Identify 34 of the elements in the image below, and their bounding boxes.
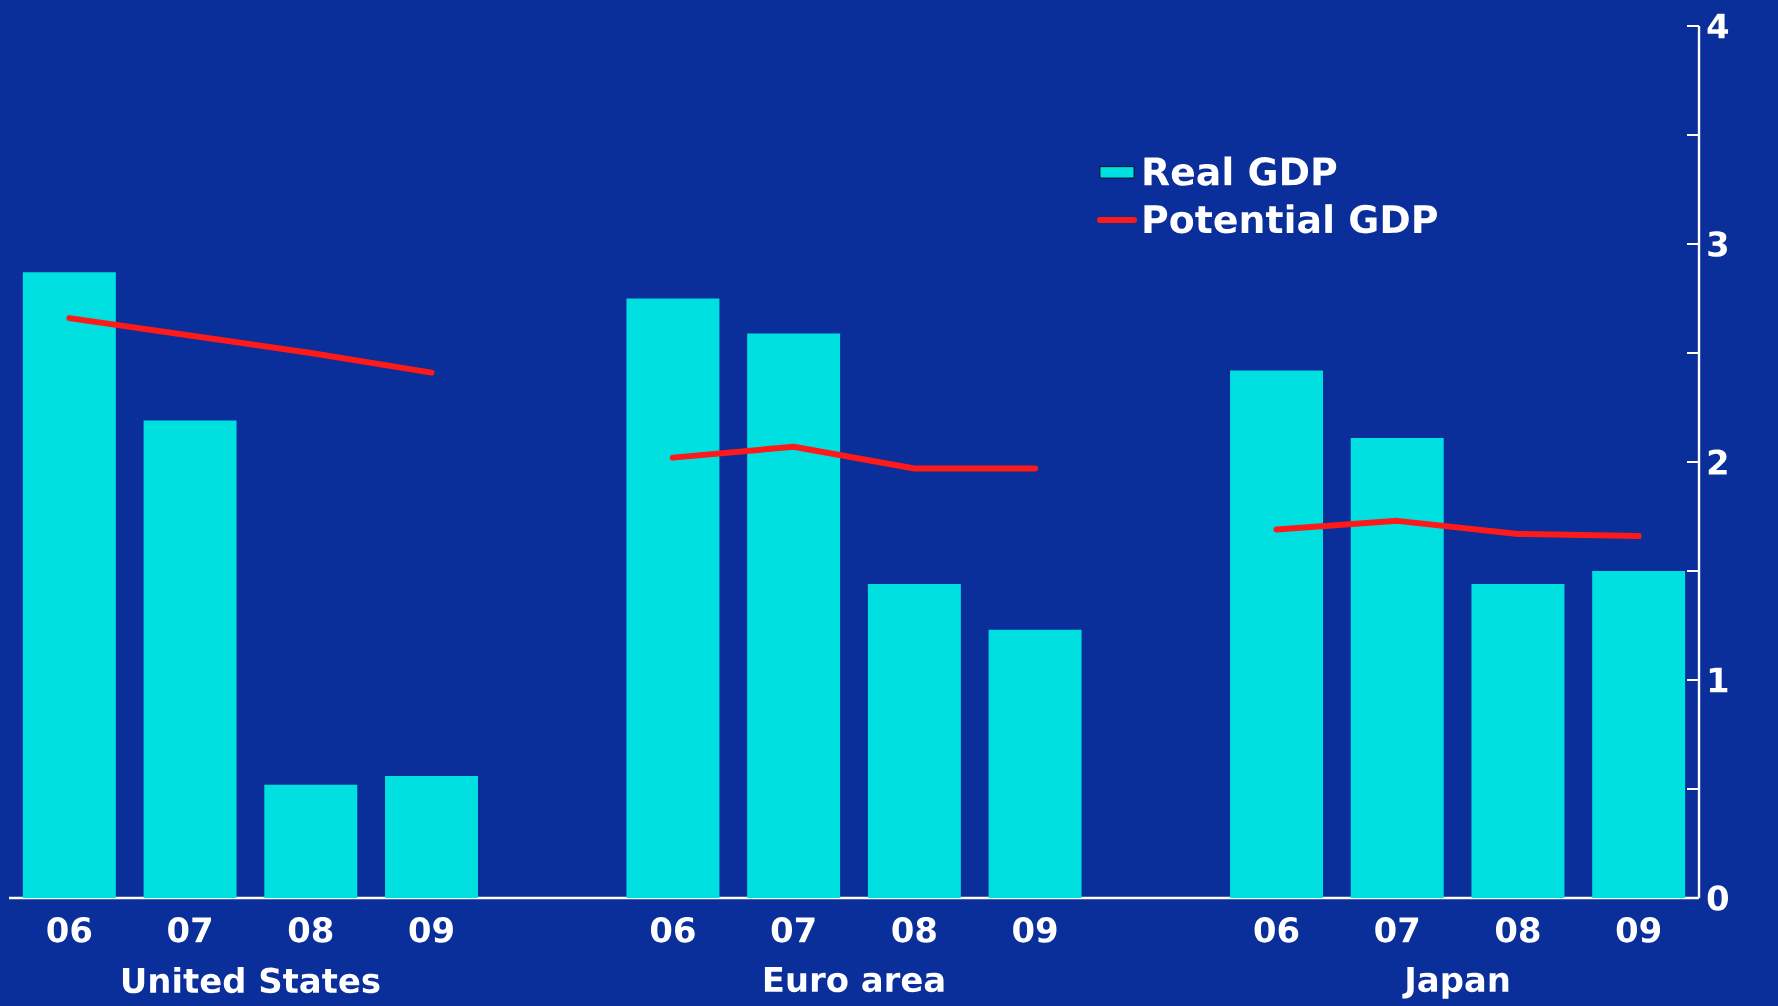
x-tick-label: 06 <box>47 917 92 943</box>
bar <box>988 629 1082 898</box>
bar <box>747 333 841 898</box>
x-tick-label: 07 <box>771 917 815 943</box>
x-tick-label: 08 <box>1496 917 1540 943</box>
x-tick-label: 06 <box>650 917 695 943</box>
y-tick-label: 1 <box>1709 667 1728 693</box>
x-tick-label: 09 <box>409 917 453 943</box>
bar <box>1350 438 1444 898</box>
legend-label: Real GDP <box>1144 156 1337 186</box>
text: United States <box>122 967 380 994</box>
bar <box>1471 584 1565 898</box>
bar <box>22 272 116 898</box>
bar <box>626 298 720 898</box>
y-tick-label: 4 <box>1707 13 1729 39</box>
x-tick-label: 08 <box>288 917 333 943</box>
bar <box>1592 571 1686 898</box>
x-tick-label: 09 <box>1616 917 1661 943</box>
bar <box>867 584 961 898</box>
bar <box>1230 370 1323 898</box>
y-tick-label: 0 <box>1707 885 1728 911</box>
x-tick-label: 06 <box>1254 917 1299 943</box>
x-tick-label: 07 <box>1375 917 1419 943</box>
x-tick-label: 07 <box>168 917 211 943</box>
x-tick-label: 08 <box>892 917 936 943</box>
text: Japan <box>1402 967 1509 999</box>
x-tick-label: 09 <box>1013 917 1057 943</box>
legend-label: Potential GDP <box>1144 204 1437 234</box>
text: Euro area <box>764 967 944 993</box>
y-tick-label: 3 <box>1708 231 1727 257</box>
bar <box>264 784 358 898</box>
y-tick-label: 2 <box>1708 449 1727 475</box>
bar <box>143 420 237 898</box>
bar <box>385 775 478 898</box>
